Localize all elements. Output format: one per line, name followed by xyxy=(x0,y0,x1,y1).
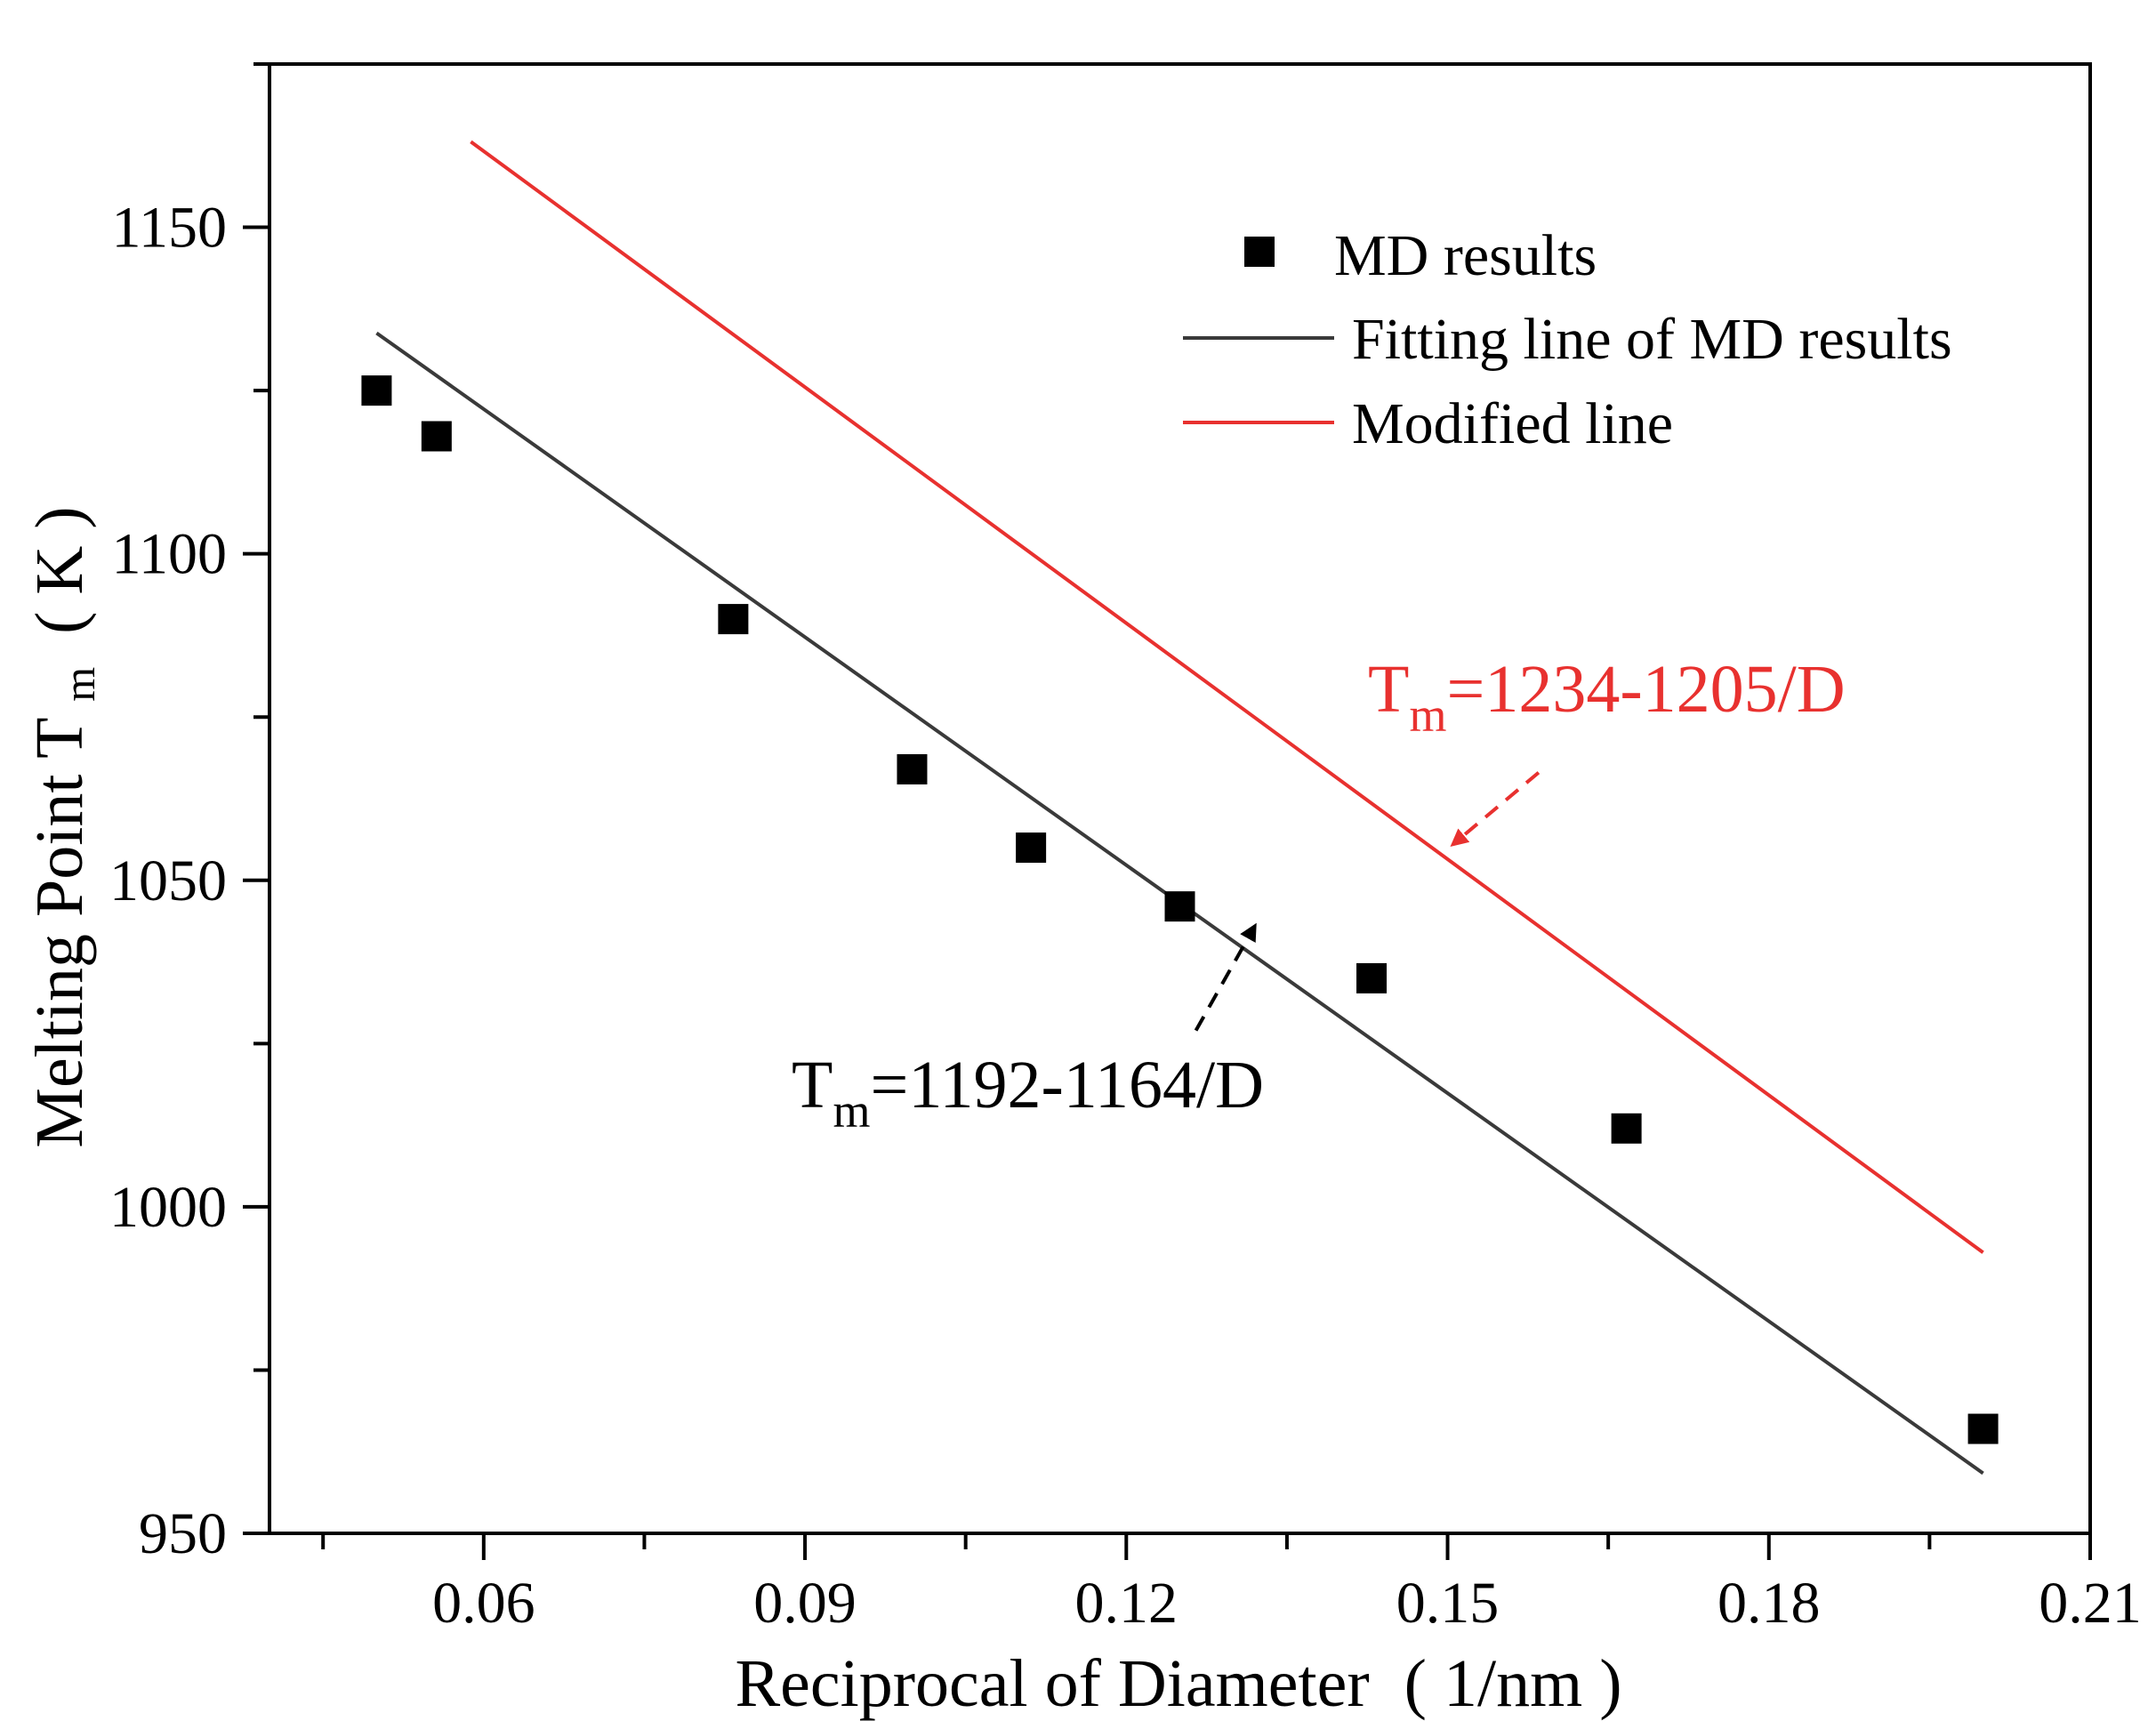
md-result-point xyxy=(1356,962,1388,993)
modified-line xyxy=(470,140,1984,1254)
md-result-point xyxy=(1016,832,1047,864)
legend-label-md-results: MD results xyxy=(1334,223,1597,288)
y-tick-label: 950 xyxy=(139,1501,227,1566)
x-axis-ticks: 0.06 0.09 0.12 0.15 0.18 0.21 xyxy=(321,1533,2142,1636)
modified-equation-label: Tm=1234-1205/D xyxy=(1368,652,1846,742)
fitting-equation-label-main: T xyxy=(792,1048,833,1122)
fitting-equation-arrow xyxy=(1194,922,1257,1032)
legend-marker-md-results xyxy=(1244,237,1275,267)
x-tick-label: 0.12 xyxy=(1075,1571,1179,1636)
modified-equation-arrow xyxy=(1450,771,1541,847)
y-tick-label: 1150 xyxy=(111,196,227,261)
md-result-point xyxy=(718,604,749,635)
x-tick-label: 0.18 xyxy=(1718,1571,1821,1636)
fitting-equation-label-sub: m xyxy=(833,1084,870,1138)
y-tick-label: 1000 xyxy=(109,1175,227,1240)
md-result-point xyxy=(421,421,452,452)
x-tick-label: 0.06 xyxy=(432,1571,535,1636)
modified-equation-label-main: T xyxy=(1368,652,1409,727)
x-tick-label: 0.15 xyxy=(1396,1571,1500,1636)
y-axis-label-sub: m xyxy=(54,667,104,702)
modified-equation-label-sub: m xyxy=(1409,688,1446,742)
md-result-point xyxy=(897,753,928,784)
x-tick-label: 0.09 xyxy=(753,1571,857,1636)
y-axis-label-main: Melting Point T xyxy=(22,718,97,1148)
annotations: Tm=1192-1164/DTm=1234-1205/D xyxy=(792,652,1846,1138)
md-result-point xyxy=(361,375,392,406)
md-result-point xyxy=(1164,891,1195,922)
legend-label-modified-line: Modified line xyxy=(1352,391,1673,456)
legend: MD results Fitting line of MD results Mo… xyxy=(1183,223,1952,456)
x-tick-label: 0.21 xyxy=(2039,1571,2142,1636)
x-axis-label: Reciprocal of Diameter ( 1/nm ) xyxy=(735,1646,1621,1721)
fitting-equation-label-rest: =1192-1164/D xyxy=(870,1048,1264,1122)
legend-label-fitting-line: Fitting line of MD results xyxy=(1352,307,1952,372)
fitting-equation-label: Tm=1192-1164/D xyxy=(792,1048,1264,1138)
x-axis-label-unit: ( 1/nm ) xyxy=(1404,1646,1622,1721)
y-axis-ticks: 950 1000 1050 1100 1150 xyxy=(109,62,270,1566)
y-tick-label: 1050 xyxy=(109,848,227,913)
md-result-point xyxy=(1611,1113,1642,1144)
y-tick-label: 1100 xyxy=(111,522,227,587)
y-axis-label-unit: ( K ) xyxy=(22,506,97,634)
x-axis-label-main: Reciprocal of Diameter xyxy=(735,1646,1369,1721)
modified-equation-label-rest: =1234-1205/D xyxy=(1446,652,1845,727)
y-axis-label: Melting Point T m ( K ) xyxy=(22,506,109,1147)
plot-frame xyxy=(268,62,2092,1535)
md-results-points xyxy=(361,375,1999,1444)
md-result-point xyxy=(1967,1413,1999,1444)
